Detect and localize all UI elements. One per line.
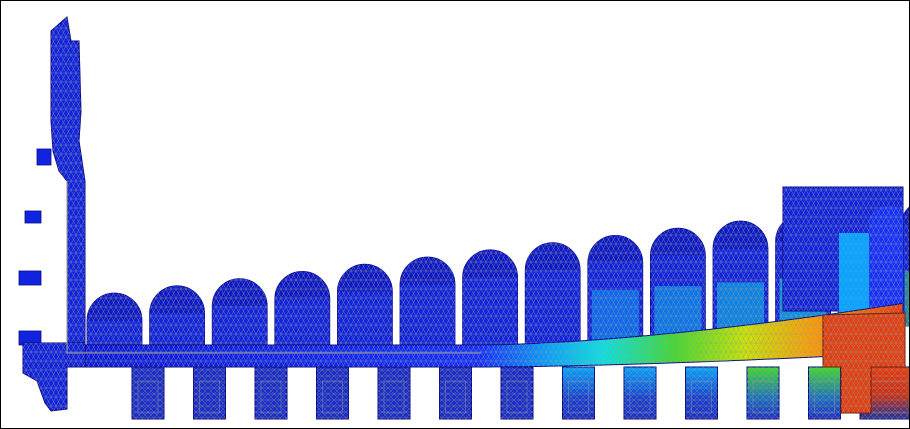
base-beam-mesh [23,303,903,367]
comb-tooth-inner-edge [506,380,528,414]
rib-mesh [650,228,706,342]
rib-mesh [525,242,581,345]
rib-mesh [400,257,455,345]
comb-tooth-inner-edge [691,380,712,414]
wall-lug [18,270,42,286]
end-block-right-dome-mesh [869,206,903,311]
comb-tooth-mesh [808,367,841,419]
comb-tooth-inner-edge [752,380,774,414]
comb-tooth-mesh [132,367,164,419]
rib-mesh [337,264,393,345]
comb-tooth-mesh [193,367,226,419]
left-foot-mesh [23,343,85,411]
comb-tooth-inner-edge [137,380,159,414]
wall-lug [24,210,42,224]
comb-tooth-mesh [747,367,779,419]
comb-tooth-mesh [255,367,287,419]
comb-tooth-mesh [562,367,595,419]
comb-tooth-mesh [685,367,718,419]
comb-tooth-inner-edge [322,380,343,414]
rib-mesh [713,221,768,338]
hot-spot-pedestal-mesh [823,313,905,413]
comb-tooth-mesh [624,367,656,419]
fea-drawing [18,16,909,420]
comb-tooth-mesh [378,367,410,419]
rib-mesh [149,285,205,345]
inner-channel-line [66,181,481,354]
comb-tooth-inner-edge [199,380,220,414]
wall-lug [36,148,52,166]
comb-tooth-inner-edge [568,380,589,414]
end-block-channel [839,233,869,315]
comb-tooth-mesh [316,367,349,419]
comb-tooth-inner-edge [445,380,466,414]
left-wall-mesh [51,17,85,351]
comb-tooth-inner-edge [629,380,651,414]
rib-mesh [87,292,142,345]
comb-tooth-inner-edge [383,380,405,414]
rib-mesh [462,249,518,345]
comb-tooth-mesh [501,367,533,419]
comb-tooth-inner-edge [814,380,835,414]
comb-tooth-mesh [439,367,472,419]
comb-tooth-inner-edge [260,380,282,414]
rib-mesh [587,235,643,345]
rib-mesh [274,271,330,345]
rib-mesh [212,278,268,345]
